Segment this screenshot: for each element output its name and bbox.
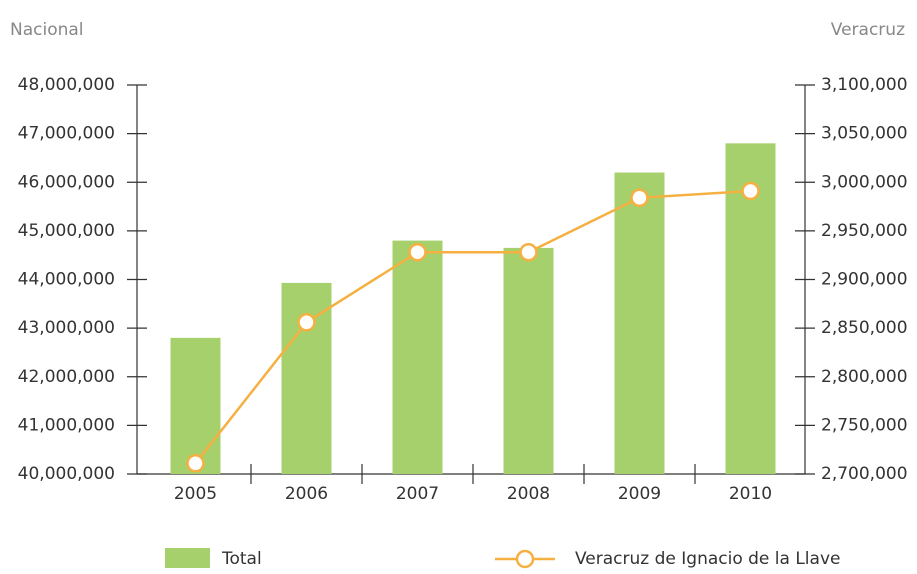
x-tick-label: 2010 [729,484,772,504]
y2-tick-label: 3,000,000 [821,172,908,192]
legend-label: Veracruz de Ignacio de la Llave [575,549,840,569]
y-tick-label: 40,000,000 [18,464,115,484]
y2-tick-label: 2,850,000 [821,318,908,338]
y-tick-label: 42,000,000 [18,367,115,387]
y-tick-label: 48,000,000 [18,75,115,95]
y2-tick-label: 3,100,000 [821,75,908,95]
legend-label: Total [221,549,262,569]
y2-axis-title: Veracruz [831,20,905,40]
x-tick-label: 2009 [618,484,661,504]
y-tick-label: 44,000,000 [18,270,115,290]
y-tick-label: 41,000,000 [18,415,115,435]
y-tick-label: 43,000,000 [18,318,115,338]
bar [503,247,554,474]
y-tick-label: 46,000,000 [18,172,115,192]
point [186,454,205,473]
y2-tick-label: 2,900,000 [821,270,908,290]
point [408,243,427,262]
y2-tick-label: 3,050,000 [821,124,908,144]
legend-swatch [165,548,210,568]
x-tick-label: 2007 [396,484,439,504]
y-axis-title: Nacional [10,20,84,40]
y-tick-label: 47,000,000 [18,124,115,144]
point [741,181,760,201]
line [194,189,751,465]
y-tick-label: 45,000,000 [18,221,115,241]
bar [392,240,443,474]
y2-tick-label: 2,750,000 [821,415,908,435]
y2-tick-label: 2,950,000 [821,221,908,241]
x-tick-label: 2008 [507,484,550,504]
bar [614,172,665,474]
point [519,243,538,262]
y2-tick-label: 2,700,000 [821,464,908,484]
point [297,313,316,332]
point [630,188,649,208]
x-tick-label: 2005 [174,484,217,504]
legend-swatch [515,549,535,569]
y2-tick-label: 2,800,000 [821,367,908,387]
x-tick-label: 2006 [285,484,328,504]
bar [170,337,221,474]
